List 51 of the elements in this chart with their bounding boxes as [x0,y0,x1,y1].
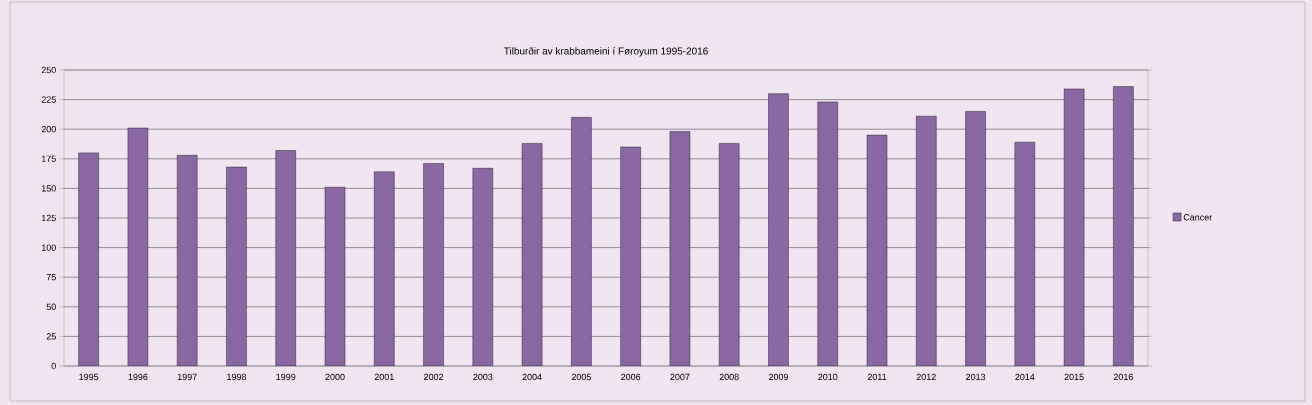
bar [1014,142,1036,366]
y-tick-label: 125 [41,214,56,222]
bar [620,146,641,366]
bar [718,143,740,366]
x-tick-label: 2002 [424,373,444,381]
bar [423,163,444,366]
x-tick-label: 1997 [177,373,197,381]
bar [965,111,986,366]
y-tick-label: 50 [46,303,56,310]
bar [1113,86,1134,366]
x-tick-label: 2008 [719,373,739,381]
y-tick-label: 200 [41,126,56,133]
x-tick-label: 2014 [1015,373,1035,381]
x-tick-label: 2000 [325,373,345,381]
bar [916,115,937,366]
y-tick-label: 100 [41,244,56,251]
y-tick-label: 75 [46,274,56,281]
y-tick-label: 0 [51,362,56,370]
x-tick-label: 2016 [1113,373,1133,381]
bar [78,152,99,366]
x-tick-label: 2001 [374,373,394,381]
bar [226,166,247,366]
x-tick-label: 2015 [1064,373,1084,381]
chart-title: Tilburðir av krabbameini í Føroyum 1995-2016 [503,47,708,57]
bar [176,155,198,366]
bar [571,117,592,366]
bar [817,101,838,366]
x-tick-label: 2009 [768,373,789,381]
x-tick-label: 2013 [966,373,986,381]
x-tick-label: 2005 [571,373,591,381]
x-tick-label: 2004 [522,373,542,381]
x-tick-label: 1996 [128,373,148,381]
y-tick-label: 175 [41,155,56,162]
legend-label: Cancer [1183,214,1213,221]
y-tick-label: 150 [41,185,56,192]
x-tick-label: 2007 [670,373,690,381]
x-tick-label: 2010 [818,373,838,381]
x-tick-label: 1995 [79,373,99,381]
y-tick-label: 25 [46,333,56,340]
x-tick-label: 2003 [473,373,493,381]
bar [768,93,789,366]
x-tick-label: 1998 [227,373,247,381]
x-tick-label: 2006 [621,373,641,381]
x-tick-label: 2011 [867,373,887,381]
x-tick-label: 2012 [916,373,936,381]
y-tick-label: 225 [41,96,56,103]
bar [472,168,494,366]
bar [275,150,296,366]
bar [374,171,395,366]
x-tick-label: 1999 [276,373,296,381]
y-tick-label: 250 [41,66,56,74]
